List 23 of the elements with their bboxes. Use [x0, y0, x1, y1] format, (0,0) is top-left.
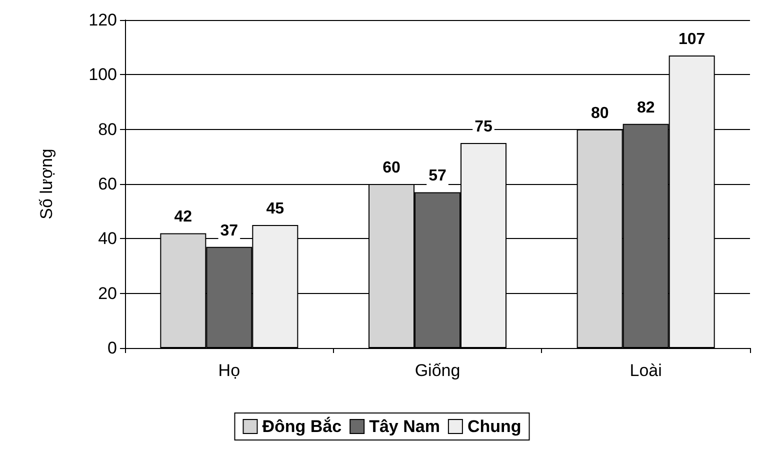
y-tick-label: 120	[88, 10, 117, 30]
data-label: 60	[382, 160, 400, 176]
legend-label: Đông Bắc	[262, 416, 342, 436]
data-label: 82	[636, 99, 655, 116]
data-label: 80	[590, 104, 609, 122]
data-label: 37	[220, 222, 238, 240]
data-label: 45	[266, 200, 284, 218]
x-tick-label: Giống	[414, 361, 460, 380]
data-label: 107	[678, 31, 706, 48]
y-axis-title: Số lượng	[37, 148, 56, 220]
y-tick-label: 40	[98, 229, 117, 248]
x-tick-label: Họ	[218, 361, 240, 380]
data-label: 57	[428, 168, 446, 185]
y-tick-label: 60	[98, 174, 117, 194]
y-tick-label: 100	[88, 65, 117, 84]
data-label: 42	[174, 208, 192, 226]
y-tick-label: 0	[108, 338, 117, 358]
y-tick-label: 80	[98, 120, 117, 139]
data-label: 75	[474, 118, 492, 136]
x-tick-label: Loài	[630, 361, 662, 380]
legend-label: Chung	[467, 417, 522, 436]
legend-label: Tây Nam	[369, 417, 440, 436]
y-tick-label: 20	[98, 284, 117, 303]
